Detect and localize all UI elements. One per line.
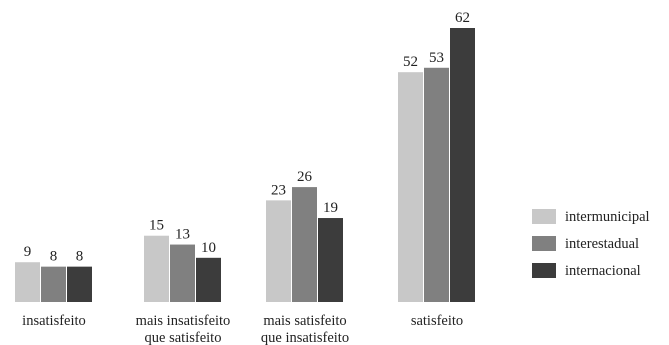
- bar-internacional-0: [67, 266, 92, 302]
- category-label-2-line-0: mais satisfeito: [263, 313, 346, 329]
- value-label-intermunicipal-0: 9: [24, 244, 32, 260]
- bar-interestadual-1: [170, 244, 195, 302]
- category-label-2-line-1: que insatisfeito: [261, 330, 349, 345]
- value-label-interestadual-1: 13: [175, 227, 190, 243]
- bar-internacional-1: [196, 257, 221, 302]
- value-label-intermunicipal-2: 23: [271, 182, 286, 198]
- legend: intermunicipal interestadual internacional: [532, 209, 650, 279]
- legend-swatch-intermunicipal: [532, 209, 556, 224]
- bar-interestadual-2: [292, 187, 317, 302]
- bar-intermunicipal-2: [266, 200, 291, 302]
- bar-intermunicipal-1: [144, 235, 169, 302]
- bars-layer: [15, 28, 475, 303]
- value-label-interestadual-2: 26: [297, 169, 313, 185]
- category-label-0-line-0: insatisfeito: [22, 313, 86, 329]
- value-label-intermunicipal-1: 15: [149, 218, 164, 234]
- value-label-internacional-0: 8: [76, 249, 84, 265]
- value-label-interestadual-0: 8: [50, 249, 58, 265]
- category-label-3-line-0: satisfeito: [411, 313, 463, 329]
- legend-label-internacional: internacional: [565, 263, 641, 279]
- value-label-intermunicipal-3: 52: [403, 54, 418, 70]
- bar-intermunicipal-3: [398, 72, 423, 303]
- legend-swatch-internacional: [532, 263, 556, 278]
- bar-internacional-3: [450, 28, 475, 302]
- value-label-internacional-1: 10: [201, 240, 216, 256]
- legend-label-intermunicipal: intermunicipal: [565, 209, 650, 225]
- value-label-internacional-3: 62: [455, 10, 470, 26]
- bar-interestadual-3: [424, 67, 449, 302]
- value-label-internacional-2: 19: [323, 200, 338, 216]
- bar-intermunicipal-0: [15, 262, 40, 302]
- legend-swatch-interestadual: [532, 236, 556, 251]
- legend-label-interestadual: interestadual: [565, 236, 639, 252]
- bar-internacional-2: [318, 218, 343, 302]
- bar-interestadual-0: [41, 266, 66, 302]
- category-label-1-line-0: mais insatisfeito: [136, 313, 231, 329]
- value-labels-layer: 9 15 23 52 8 13 26 53 8 10 19 62: [24, 10, 470, 265]
- value-label-interestadual-3: 53: [429, 50, 444, 66]
- category-label-1-line-1: que satisfeito: [145, 330, 222, 345]
